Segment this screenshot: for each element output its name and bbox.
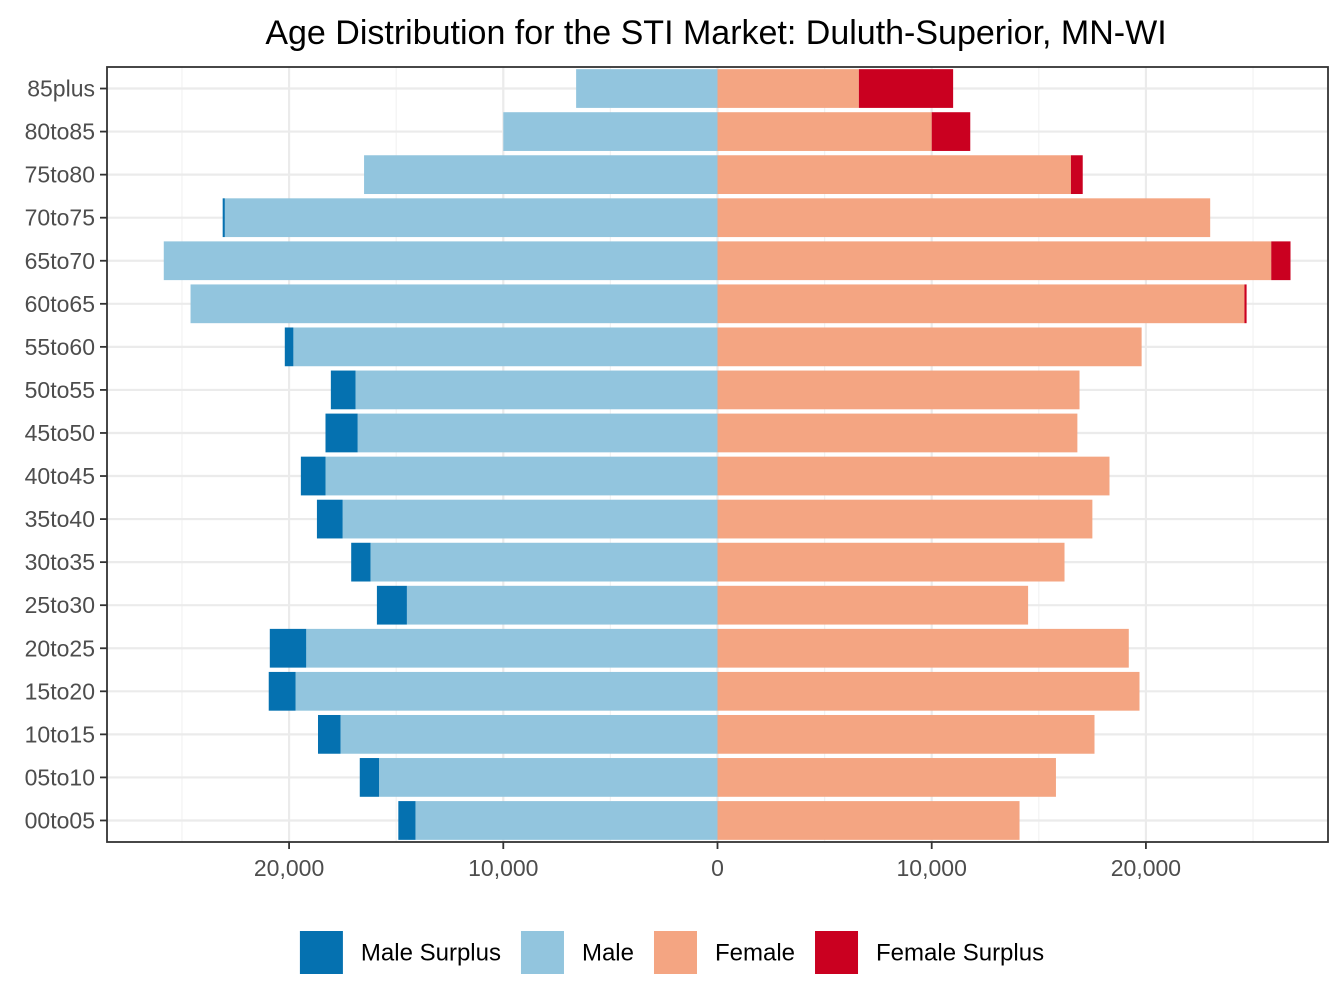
female-bar bbox=[717, 198, 1211, 238]
female-bar bbox=[717, 327, 1142, 367]
plot-area: 00to05 05to10 10to15 15to20 20to25 25to30 30to… bbox=[25, 66, 1329, 881]
male-surplus-bar bbox=[376, 585, 407, 625]
male-bar bbox=[503, 112, 718, 151]
male-bar bbox=[379, 758, 718, 797]
y-tick-label: 05to10 bbox=[25, 764, 95, 790]
male-surplus-bar bbox=[284, 327, 294, 367]
x-tick-label: 10,000 bbox=[468, 855, 538, 881]
x-tick-label: 10,000 bbox=[897, 855, 967, 881]
female-surplus-bar bbox=[1244, 284, 1247, 324]
female-bar bbox=[717, 413, 1078, 453]
male-surplus-bar bbox=[300, 456, 326, 496]
male-surplus-bar bbox=[325, 413, 358, 453]
y-tick-label: 70to75 bbox=[25, 205, 95, 231]
male-bar bbox=[357, 413, 718, 453]
legend-label: Female Surplus bbox=[876, 940, 1044, 967]
y-tick-label: 55to60 bbox=[25, 334, 95, 360]
female-bar bbox=[717, 671, 1140, 711]
y-tick-label: 35to40 bbox=[25, 506, 95, 532]
male-surplus-bar bbox=[359, 758, 380, 797]
legend-label: Female bbox=[715, 940, 795, 967]
y-tick-label: 20to25 bbox=[25, 635, 95, 661]
male-surplus-bar bbox=[268, 671, 296, 711]
male-surplus-bar bbox=[330, 370, 356, 410]
y-tick-label: 60to65 bbox=[25, 291, 95, 317]
female-surplus-bar bbox=[931, 112, 971, 151]
y-tick-label: 75to80 bbox=[25, 162, 95, 188]
male-bar bbox=[355, 370, 718, 410]
y-tick-label: 50to55 bbox=[25, 377, 95, 403]
legend-key-male-surplus bbox=[299, 931, 343, 974]
legend-key-female-surplus bbox=[815, 931, 859, 974]
male-bar bbox=[163, 241, 718, 281]
male-bar bbox=[415, 801, 718, 840]
female-bar bbox=[717, 585, 1029, 625]
female-bar bbox=[717, 542, 1065, 582]
y-tick-label: 45to50 bbox=[25, 420, 95, 446]
male-surplus-bar bbox=[398, 801, 416, 840]
y-tick-label: 15to20 bbox=[25, 678, 95, 704]
male-bar bbox=[295, 671, 718, 711]
female-bar bbox=[717, 284, 1245, 324]
female-bar bbox=[717, 801, 1020, 840]
male-bar bbox=[224, 198, 718, 238]
legend-label: Male Surplus bbox=[361, 940, 501, 967]
male-bar bbox=[293, 327, 718, 367]
y-tick-label: 30to35 bbox=[25, 549, 95, 575]
female-surplus-bar bbox=[1271, 241, 1291, 281]
male-bar bbox=[576, 69, 718, 108]
female-bar bbox=[717, 69, 859, 108]
legend-label: Male bbox=[582, 940, 634, 967]
x-tick-label: 20,000 bbox=[254, 855, 324, 881]
y-tick-label: 80to85 bbox=[25, 119, 95, 145]
chart-title: Age Distribution for the STI Market: Dul… bbox=[265, 14, 1166, 52]
x-tick-label: 0 bbox=[711, 855, 724, 881]
legend: Male Surplus Male Female Female Surplus bbox=[299, 931, 1044, 974]
male-surplus-bar bbox=[351, 542, 371, 582]
y-tick-label: 40to45 bbox=[25, 463, 95, 489]
male-bar bbox=[406, 585, 718, 625]
y-tick-label: 65to70 bbox=[25, 248, 95, 274]
female-surplus-bar bbox=[858, 69, 954, 108]
y-tick-label: 85plus bbox=[27, 76, 95, 102]
male-surplus-bar bbox=[222, 198, 225, 238]
female-bar bbox=[717, 112, 932, 151]
x-tick-label: 20,000 bbox=[1111, 855, 1181, 881]
female-bar bbox=[717, 155, 1071, 195]
female-surplus-bar bbox=[1070, 155, 1083, 195]
male-bar bbox=[340, 714, 718, 754]
female-bar bbox=[717, 758, 1056, 797]
male-bar bbox=[370, 542, 718, 582]
y-tick-label: 00to05 bbox=[25, 807, 95, 833]
male-bar bbox=[342, 499, 718, 539]
female-bar bbox=[717, 241, 1272, 281]
female-bar bbox=[717, 714, 1095, 754]
female-bar bbox=[717, 370, 1080, 410]
male-surplus-bar bbox=[269, 628, 307, 668]
male-surplus-bar bbox=[317, 714, 341, 754]
legend-key-male bbox=[520, 931, 564, 974]
female-bar bbox=[717, 499, 1093, 539]
male-bar bbox=[306, 628, 718, 668]
y-tick-label: 25to30 bbox=[25, 592, 95, 618]
legend-key-female bbox=[653, 931, 697, 974]
male-bar bbox=[364, 155, 718, 195]
y-tick-label: 10to15 bbox=[25, 721, 95, 747]
female-bar bbox=[717, 456, 1110, 496]
female-bar bbox=[717, 628, 1129, 668]
male-surplus-bar bbox=[316, 499, 343, 539]
male-bar bbox=[325, 456, 718, 496]
male-bar bbox=[190, 284, 718, 324]
